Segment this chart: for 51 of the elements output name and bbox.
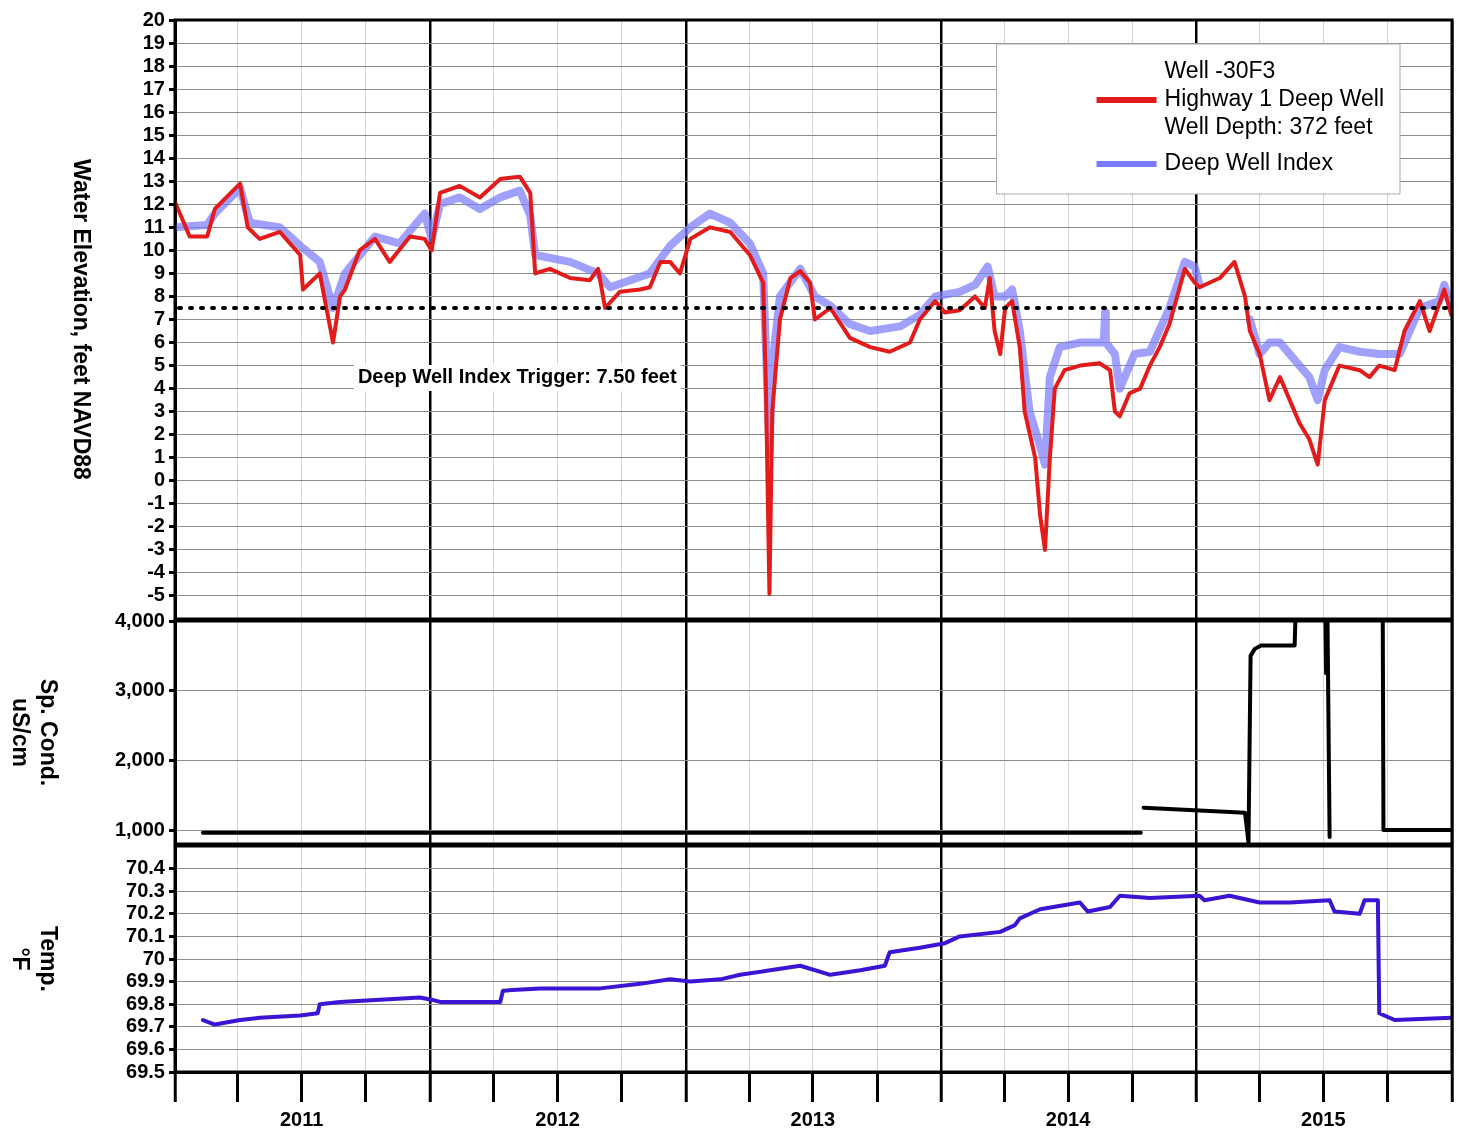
y-tick-label: 5 <box>153 353 165 376</box>
y-tick-label: 70.2 <box>126 901 165 924</box>
y-tick-label: -1 <box>147 491 165 514</box>
y-axis-title: Water Elevation, feet NAVD88 <box>68 159 95 481</box>
y-tick-label: 0 <box>153 468 165 491</box>
y-tick-label: 6 <box>153 330 165 353</box>
x-tick-label: 2011 <box>279 1107 324 1130</box>
y-tick-label: 1 <box>153 445 165 468</box>
y-tick-label: 18 <box>142 53 165 76</box>
y-tick-label: 10 <box>142 237 165 260</box>
y-tick-label: -5 <box>147 583 165 606</box>
y-axis-title: Temp. °F <box>7 925 62 993</box>
y-tick-label: -4 <box>147 560 166 583</box>
y-tick-label: 13 <box>142 168 165 191</box>
x-tick-label: 2013 <box>790 1107 836 1130</box>
y-tick-label: 1,000 <box>114 817 165 840</box>
y-tick-label: 69.6 <box>126 1036 165 1059</box>
x-tick-label: 2015 <box>1301 1107 1346 1130</box>
y-tick-label: 4,000 <box>114 608 165 631</box>
y-tick-label: 8 <box>153 283 165 306</box>
y-tick-label: 69.5 <box>126 1059 165 1082</box>
y-tick-label: 70.1 <box>126 923 165 946</box>
legend-label: Well -30F3 Highway 1 Deep Well Well Depth: 372 feet <box>1164 57 1385 140</box>
y-tick-label: 3 <box>153 399 165 422</box>
y-tick-label: 11 <box>143 214 165 237</box>
y-tick-label: 3,000 <box>114 678 165 701</box>
x-tick-label: 2012 <box>535 1107 580 1130</box>
legend-label: Deep Well Index <box>1164 149 1334 176</box>
y-tick-label: 70.4 <box>126 856 166 879</box>
y-tick-label: 70.3 <box>126 878 165 901</box>
x-tick-label: 2014 <box>1045 1107 1092 1130</box>
y-tick-label: 20 <box>142 7 165 30</box>
y-tick-label: 12 <box>142 191 165 214</box>
y-tick-label: -3 <box>147 537 165 560</box>
y-tick-label: 69.9 <box>126 969 165 992</box>
y-tick-label: 14 <box>142 145 166 168</box>
y-tick-label: -2 <box>147 514 165 537</box>
y-tick-label: 2,000 <box>114 747 165 770</box>
y-tick-label: 69.7 <box>126 1014 165 1037</box>
y-tick-label: 9 <box>153 260 165 283</box>
y-axis-title: Sp. Cond. uS/cm <box>7 678 62 787</box>
y-tick-label: 4 <box>153 376 166 399</box>
ref-line-label: Deep Well Index Trigger: 7.50 feet <box>357 365 677 388</box>
y-tick-label: 2 <box>153 422 165 445</box>
y-tick-label: 19 <box>142 30 165 53</box>
y-tick-label: 7 <box>153 307 165 330</box>
y-tick-label: 17 <box>142 76 165 99</box>
y-tick-label: 69.8 <box>126 991 165 1014</box>
y-tick-label: 15 <box>142 122 165 145</box>
y-tick-label: 16 <box>142 99 165 122</box>
y-tick-label: 70 <box>142 946 165 969</box>
